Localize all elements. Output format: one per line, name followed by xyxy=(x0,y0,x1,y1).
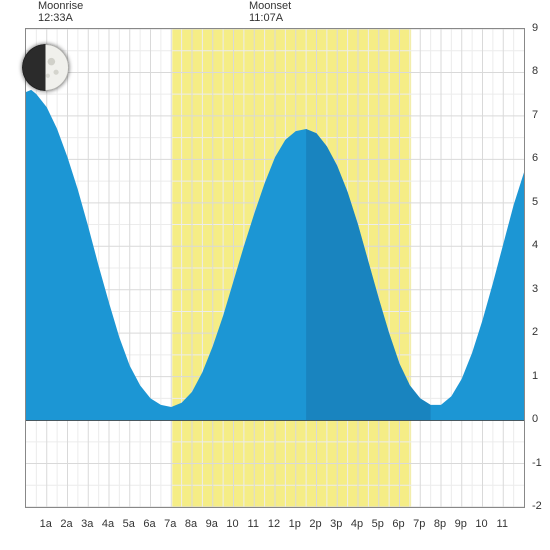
x-tick-label: 3p xyxy=(330,518,342,530)
y-tick-label: 7 xyxy=(532,109,538,121)
moonset-label-block: Moonset 11:07A xyxy=(249,0,291,24)
moonrise-title: Moonrise xyxy=(38,0,83,12)
moonset-title: Moonset xyxy=(249,0,291,12)
x-tick-label: 10 xyxy=(475,518,487,530)
y-tick-label: 1 xyxy=(532,370,538,382)
x-tick-label: 4p xyxy=(351,518,363,530)
moonrise-time: 12:33A xyxy=(38,12,83,24)
x-tick-label: 3a xyxy=(81,518,93,530)
x-tick-label: 2a xyxy=(60,518,72,530)
moon-phase-icon xyxy=(22,44,69,91)
moonset-time: 11:07A xyxy=(249,12,291,24)
tide-chart-container: Moonrise 12:33A Moonset 11:07A -2-101234… xyxy=(0,0,550,550)
x-tick-label: 8p xyxy=(434,518,446,530)
y-tick-label: 8 xyxy=(532,65,538,77)
x-tick-label: 7a xyxy=(164,518,176,530)
y-tick-label: 9 xyxy=(532,22,538,34)
y-tick-label: 6 xyxy=(532,152,538,164)
x-tick-label: 6p xyxy=(392,518,404,530)
x-tick-label: 8a xyxy=(185,518,197,530)
y-tick-label: -1 xyxy=(532,457,542,469)
x-tick-label: 9a xyxy=(206,518,218,530)
moonrise-label-block: Moonrise 12:33A xyxy=(38,0,83,24)
y-tick-label: -2 xyxy=(532,500,542,512)
x-axis-ticks: 1a 2a 3a 4a 5a 6a 7a 8a 9a 10 11 12 1p 2p 3p 4p 5p 6p 7p 8p… xyxy=(25,512,525,532)
y-tick-label: 4 xyxy=(532,239,538,251)
x-tick-label: 11 xyxy=(497,518,508,530)
y-tick-label: 2 xyxy=(532,326,538,338)
x-tick-label: 2p xyxy=(309,518,321,530)
x-tick-label: 11 xyxy=(248,518,259,530)
x-tick-label: 9p xyxy=(455,518,467,530)
x-tick-label: 10 xyxy=(226,518,238,530)
x-tick-label: 4a xyxy=(102,518,114,530)
y-axis-ticks: -2-10123456789 xyxy=(528,28,548,508)
chart-svg xyxy=(26,29,524,507)
x-tick-label: 5a xyxy=(123,518,135,530)
x-tick-label: 12 xyxy=(268,518,280,530)
y-tick-label: 0 xyxy=(532,413,538,425)
x-tick-label: 7p xyxy=(413,518,425,530)
x-tick-label: 6a xyxy=(143,518,155,530)
y-tick-label: 5 xyxy=(532,196,538,208)
x-tick-label: 1p xyxy=(289,518,301,530)
x-tick-label: 5p xyxy=(372,518,384,530)
y-tick-label: 3 xyxy=(532,283,538,295)
chart-plot-area xyxy=(25,28,525,508)
x-tick-label: 1a xyxy=(40,518,52,530)
